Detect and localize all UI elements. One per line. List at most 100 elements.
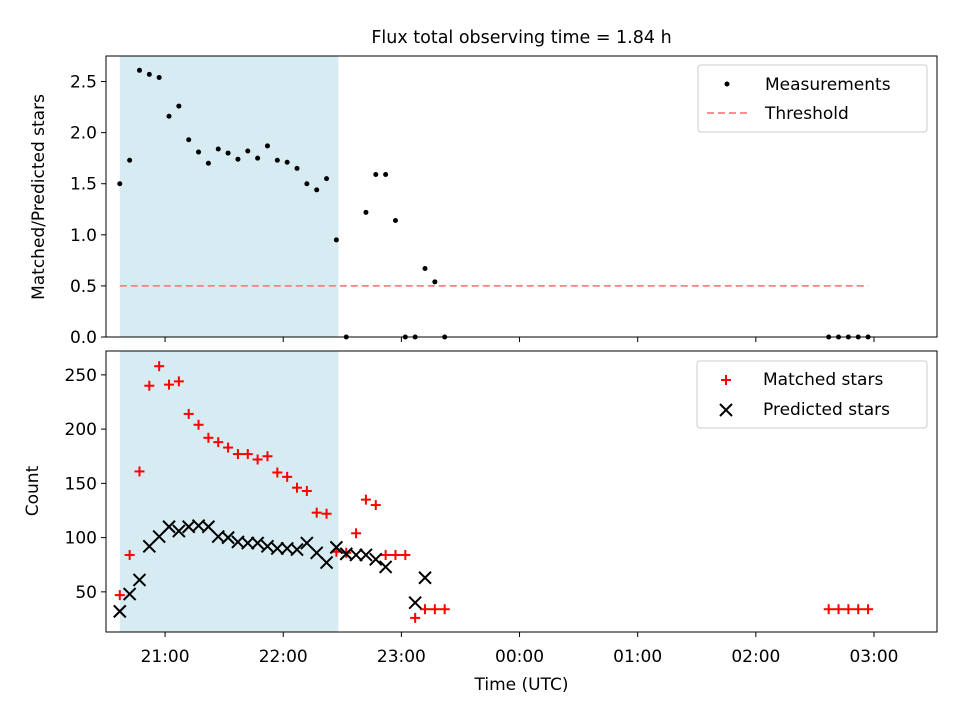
predicted-star-point xyxy=(408,595,422,610)
matched-star-point xyxy=(833,604,844,615)
measurement-point xyxy=(117,181,123,187)
y-tick-label: 100 xyxy=(65,529,97,549)
predicted-star-point xyxy=(378,560,393,574)
star-count-points xyxy=(113,361,874,623)
matched-star-point xyxy=(439,604,450,615)
matched-star-point xyxy=(863,604,874,615)
predicted-star-point xyxy=(270,541,285,556)
x-tick-label: 02:00 xyxy=(731,647,780,667)
y-tick-label: 50 xyxy=(75,583,97,603)
measurement-point xyxy=(196,149,202,155)
x-tick-label: 01:00 xyxy=(613,647,662,667)
measurement-point xyxy=(324,176,330,182)
matched-star-point xyxy=(154,361,165,372)
matched-star-point xyxy=(292,482,303,493)
legend-marker-matched xyxy=(721,375,731,385)
predicted-star-point xyxy=(260,539,275,553)
predicted-star-point xyxy=(241,536,255,550)
measurement-point xyxy=(215,146,221,152)
measurement-point xyxy=(314,187,320,193)
measurement-point xyxy=(274,157,280,163)
matched-star-point xyxy=(262,451,273,462)
predicted-star-point xyxy=(172,524,186,538)
matched-star-point xyxy=(173,376,184,387)
matched-star-point xyxy=(203,432,214,443)
matched-star-point xyxy=(823,604,834,615)
measurement-point xyxy=(205,160,211,166)
matched-star-point xyxy=(360,494,371,505)
top-legend: Measurements Threshold xyxy=(697,64,928,133)
bottom-x-ticks: 21:00 22:00 23:00 00:00 01:00 02:00 03:00 xyxy=(141,632,898,667)
measurement-point xyxy=(255,155,261,161)
bottom-panel: 50 100 150 200 250 21:00 22:00 23:00 00:00 01:00… xyxy=(23,350,938,695)
y-tick-label: 0.5 xyxy=(70,277,97,297)
y-tick-label: 1.5 xyxy=(70,175,97,195)
y-tick-label: 150 xyxy=(65,474,97,494)
predicted-star-point xyxy=(418,571,432,585)
predicted-star-point xyxy=(349,548,363,562)
predicted-star-point xyxy=(319,555,334,570)
matched-star-point xyxy=(232,449,243,460)
measurement-point xyxy=(245,148,251,154)
measurement-point xyxy=(264,143,270,149)
predicted-star-point xyxy=(359,548,373,562)
measurement-point xyxy=(383,172,389,178)
measurement-point xyxy=(333,237,339,243)
measurement-point xyxy=(186,137,192,143)
top-x-ticks xyxy=(164,337,875,342)
legend-label-measurements: Measurements xyxy=(765,75,891,95)
measurement-points xyxy=(117,67,871,340)
legend-label-matched: Matched stars xyxy=(763,370,883,390)
x-tick-label: 23:00 xyxy=(377,647,426,667)
matched-star-point xyxy=(213,437,224,448)
legend-marker-predicted xyxy=(719,403,733,417)
x-tick-label: 00:00 xyxy=(495,647,544,667)
top-panel: 0.0 0.5 1.0 1.5 2.0 2.5 Matched/Predicted sta… xyxy=(29,55,938,348)
observing-span-shade xyxy=(119,56,339,337)
matched-star-point xyxy=(282,471,293,482)
matched-star-point xyxy=(193,419,204,430)
measurement-point xyxy=(156,74,162,80)
x-tick-label: 03:00 xyxy=(849,647,898,667)
legend-label-predicted: Predicted stars xyxy=(763,400,890,420)
predicted-star-point xyxy=(290,542,304,557)
measurement-point xyxy=(294,165,300,171)
matched-star-point xyxy=(843,604,854,615)
predicted-star-point xyxy=(162,520,176,534)
top-plot-frame xyxy=(105,55,938,338)
legend-marker-measurements xyxy=(724,81,730,87)
matched-star-point xyxy=(183,408,194,419)
y-tick-label: 1.0 xyxy=(70,226,97,246)
predicted-star-point xyxy=(221,530,235,545)
matched-star-point xyxy=(242,449,253,460)
measurement-point xyxy=(146,71,152,77)
y-tick-label: 200 xyxy=(65,420,97,440)
matched-star-point xyxy=(311,507,322,518)
bottom-legend: Matched stars Predicted stars xyxy=(696,360,928,429)
matched-star-point xyxy=(134,466,145,477)
matched-star-point xyxy=(272,467,283,478)
matched-star-point xyxy=(429,604,440,615)
y-tick-label: 0.0 xyxy=(70,328,97,348)
bottom-y-ticks: 50 100 150 200 250 xyxy=(65,366,106,603)
measurement-point xyxy=(176,103,182,109)
measurement-point xyxy=(136,67,142,73)
matched-star-point xyxy=(853,604,864,615)
matched-star-point xyxy=(252,454,263,465)
legend-label-threshold: Threshold xyxy=(764,104,849,124)
predicted-star-point xyxy=(122,587,137,601)
measurement-point xyxy=(422,266,428,272)
matched-star-point xyxy=(321,508,332,519)
measurement-point xyxy=(363,209,369,215)
measurement-point xyxy=(166,113,172,119)
matched-star-point xyxy=(223,442,234,453)
x-tick-label: 22:00 xyxy=(259,647,308,667)
matched-star-point xyxy=(390,549,401,560)
top-legend-box xyxy=(697,64,928,133)
matched-star-point xyxy=(370,500,381,511)
matched-star-point xyxy=(410,612,421,623)
matched-star-point xyxy=(124,549,135,560)
predicted-star-point xyxy=(132,573,147,587)
predicted-star-point xyxy=(329,540,344,555)
